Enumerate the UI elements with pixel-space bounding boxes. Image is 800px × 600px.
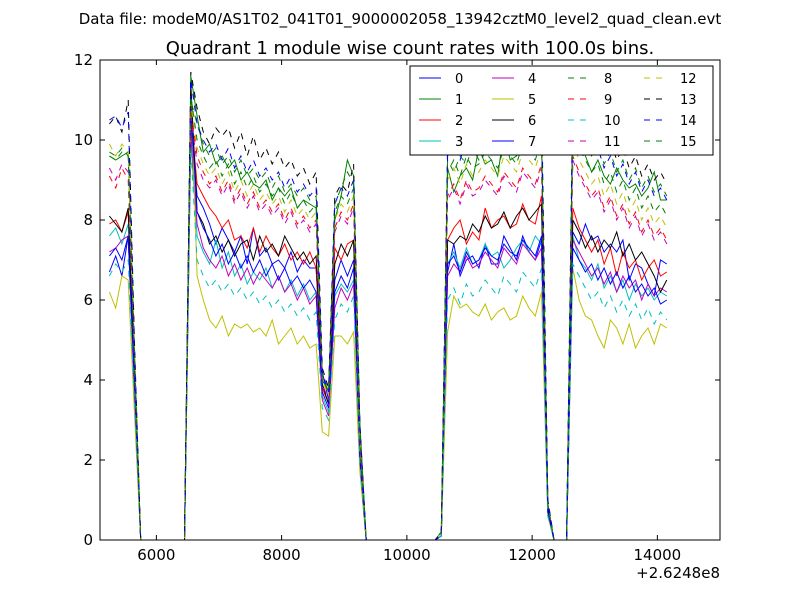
legend-label-6: 6 (528, 114, 536, 129)
x-tick-label: 8000 (263, 546, 301, 564)
y-tick-label: 4 (83, 371, 93, 389)
series-line-9 (108, 107, 668, 540)
series-line-7 (109, 107, 668, 540)
legend-label-4: 4 (528, 72, 536, 87)
x-tick-label: 10000 (383, 546, 431, 564)
legend-label-9: 9 (604, 93, 612, 108)
x-tick-label: 14000 (634, 546, 682, 564)
y-tick-label: 0 (83, 531, 93, 549)
legend-label-5: 5 (528, 93, 536, 108)
series-line-4 (109, 131, 668, 540)
series-line-3 (109, 139, 668, 540)
x-offset-label: +2.6248e8 (636, 564, 720, 582)
series-line-2 (109, 115, 668, 540)
series-line-0 (108, 123, 668, 540)
chart-title: Quadrant 1 module wise count rates with … (166, 38, 655, 59)
series-line-12 (108, 103, 668, 540)
series-line-6 (109, 83, 668, 540)
legend-label-7: 7 (528, 135, 536, 150)
legend-box (409, 65, 714, 156)
legend-label-0: 0 (455, 72, 463, 87)
legend-label-10: 10 (604, 114, 621, 129)
y-tick-label: 8 (83, 211, 93, 229)
legend-label-15: 15 (680, 135, 697, 150)
series-line-10 (108, 147, 668, 540)
series-line-5 (108, 83, 668, 540)
series-line-11 (108, 115, 668, 540)
legend-label-8: 8 (604, 72, 612, 87)
y-tick-label: 2 (83, 451, 93, 469)
legend-label-12: 12 (680, 72, 697, 87)
legend-label-3: 3 (455, 135, 463, 150)
suptitle: Data file: modeM0/AS1T02_041T01_90000020… (79, 10, 722, 29)
legend-label-2: 2 (455, 114, 463, 129)
y-tick-label: 12 (74, 51, 93, 69)
legend-label-11: 11 (604, 135, 621, 150)
y-tick-label: 6 (83, 291, 93, 309)
legend-label-13: 13 (680, 93, 697, 108)
legend-label-14: 14 (680, 114, 697, 129)
x-tick-label: 6000 (137, 546, 175, 564)
y-tick-label: 10 (74, 131, 93, 149)
x-tick-label: 12000 (508, 546, 556, 564)
x-axis: 6000 8000 10000 12000 14000 (137, 60, 681, 564)
legend-label-1: 1 (455, 93, 463, 108)
